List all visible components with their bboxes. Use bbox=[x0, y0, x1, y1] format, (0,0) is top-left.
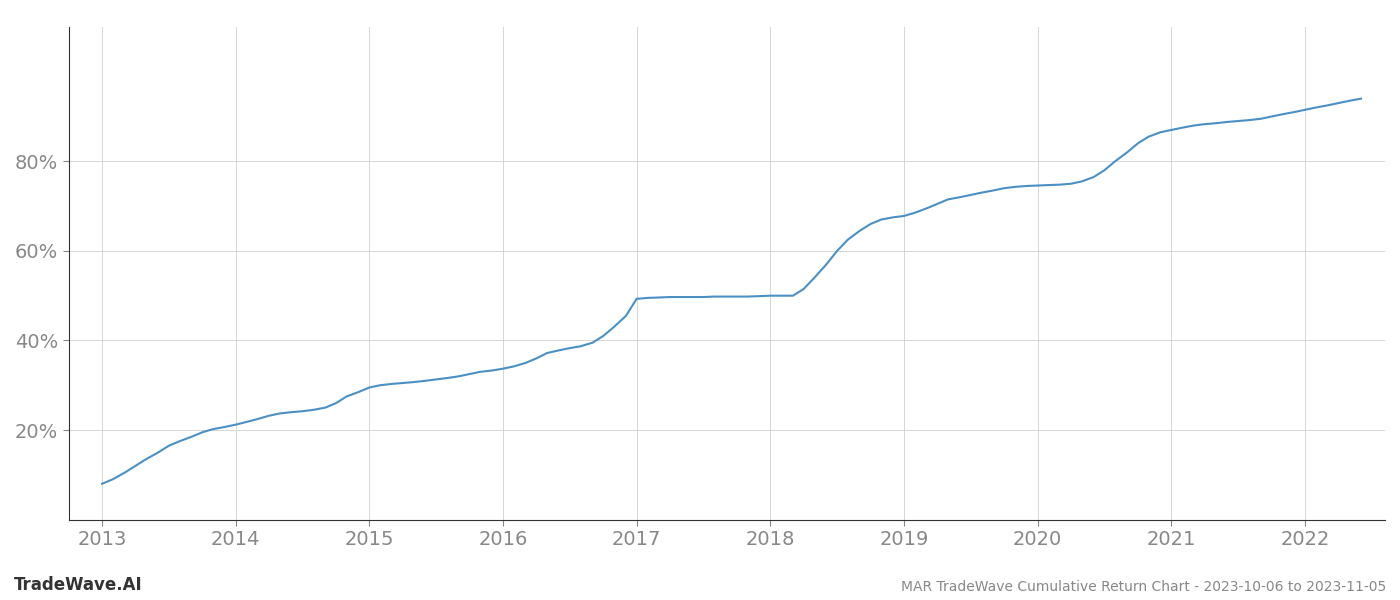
Text: TradeWave.AI: TradeWave.AI bbox=[14, 576, 143, 594]
Text: MAR TradeWave Cumulative Return Chart - 2023-10-06 to 2023-11-05: MAR TradeWave Cumulative Return Chart - … bbox=[900, 580, 1386, 594]
